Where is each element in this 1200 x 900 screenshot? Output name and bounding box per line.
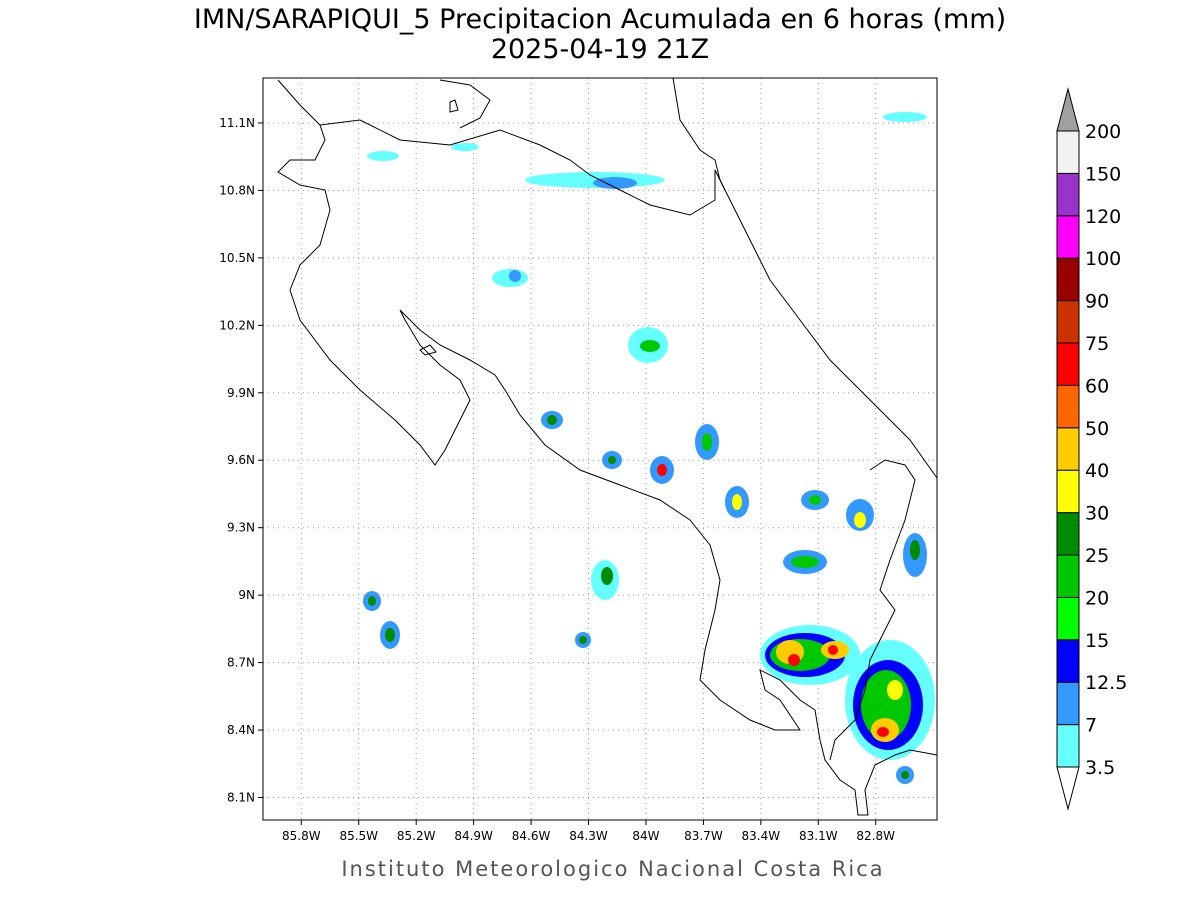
colorbar-label: 75 xyxy=(1085,333,1109,355)
color-box xyxy=(1056,724,1080,768)
y-tick-label: 8.4N xyxy=(227,723,255,737)
axis-ticks: 85.8W 85.5W 85.2W 84.9W 84.6W 84.3W 84W 83.7W 83… xyxy=(219,116,895,843)
x-tick-label: 84W xyxy=(632,829,659,843)
colorbar-label: 20 xyxy=(1085,587,1109,609)
colorbar-label: 100 xyxy=(1085,248,1121,270)
y-tick-label: 10.5N xyxy=(219,251,255,265)
x-tick-label: 85.8W xyxy=(282,829,321,843)
x-tick-label: 84.9W xyxy=(454,829,493,843)
color-box xyxy=(1056,300,1080,344)
colorbar-label: 15 xyxy=(1085,630,1109,652)
y-tick-label: 9.6N xyxy=(227,453,255,467)
color-box xyxy=(1056,639,1080,683)
x-tick-label: 85.2W xyxy=(397,829,436,843)
colorbar-label: 3.5 xyxy=(1085,757,1115,779)
colorbar-label: 60 xyxy=(1085,375,1109,397)
colorbar-label: 7 xyxy=(1085,715,1097,737)
under-arrow xyxy=(1056,766,1080,811)
colorbar-label: 120 xyxy=(1085,206,1121,228)
color-box xyxy=(1056,257,1080,302)
colorbar-label: 200 xyxy=(1085,121,1121,143)
x-tick-label: 84.6W xyxy=(512,829,551,843)
y-tick-label: 8.1N xyxy=(227,791,255,805)
color-box xyxy=(1056,427,1080,471)
y-tick-label: 10.8N xyxy=(219,183,255,197)
over-arrow xyxy=(1056,87,1080,132)
colorbar-label: 30 xyxy=(1085,503,1109,525)
color-box xyxy=(1056,342,1080,386)
color-box xyxy=(1056,554,1080,598)
colorbar: 3.5 7 12.5 15 20 25 30 40 50 60 75 90 100 120 150 200 xyxy=(1056,87,1127,811)
footer: Instituto Meteorologico Nacional Costa R… xyxy=(341,857,884,881)
color-box xyxy=(1056,130,1080,174)
y-tick-label: 8.7N xyxy=(227,656,255,670)
color-box xyxy=(1056,172,1080,217)
colorbar-label: 90 xyxy=(1085,291,1109,313)
colorbar-label: 40 xyxy=(1085,460,1109,482)
y-tick-label: 10.2N xyxy=(219,318,255,332)
x-tick-label: 85.5W xyxy=(339,829,378,843)
x-tick-label: 84.3W xyxy=(569,829,608,843)
precipitation xyxy=(363,112,935,784)
subtitle: 2025-04-19 21Z xyxy=(491,34,709,65)
color-box xyxy=(1056,596,1080,641)
colorbar-label: 12.5 xyxy=(1085,672,1127,694)
x-tick-label: 83.4W xyxy=(742,829,781,843)
colorbar-label: 50 xyxy=(1085,418,1109,440)
grid xyxy=(263,78,937,820)
x-tick-label: 82.8W xyxy=(856,829,895,843)
y-tick-label: 9.9N xyxy=(227,386,255,400)
color-box xyxy=(1056,215,1080,259)
coastlines xyxy=(277,77,938,816)
y-tick-label: 9.3N xyxy=(227,521,255,535)
colorbar-label: 150 xyxy=(1085,163,1121,185)
colorbar-label: 25 xyxy=(1085,545,1109,567)
y-tick-label: 9N xyxy=(238,588,255,602)
map-frame xyxy=(262,77,938,821)
color-box xyxy=(1056,384,1080,429)
color-box xyxy=(1056,512,1080,556)
title: IMN/SARAPIQUI_5 Precipitacion Acumulada … xyxy=(194,4,1006,35)
x-tick-label: 83.1W xyxy=(799,829,838,843)
color-box xyxy=(1056,469,1080,514)
color-box xyxy=(1056,681,1080,726)
x-tick-label: 83.7W xyxy=(684,829,723,843)
y-tick-label: 11.1N xyxy=(219,116,255,130)
